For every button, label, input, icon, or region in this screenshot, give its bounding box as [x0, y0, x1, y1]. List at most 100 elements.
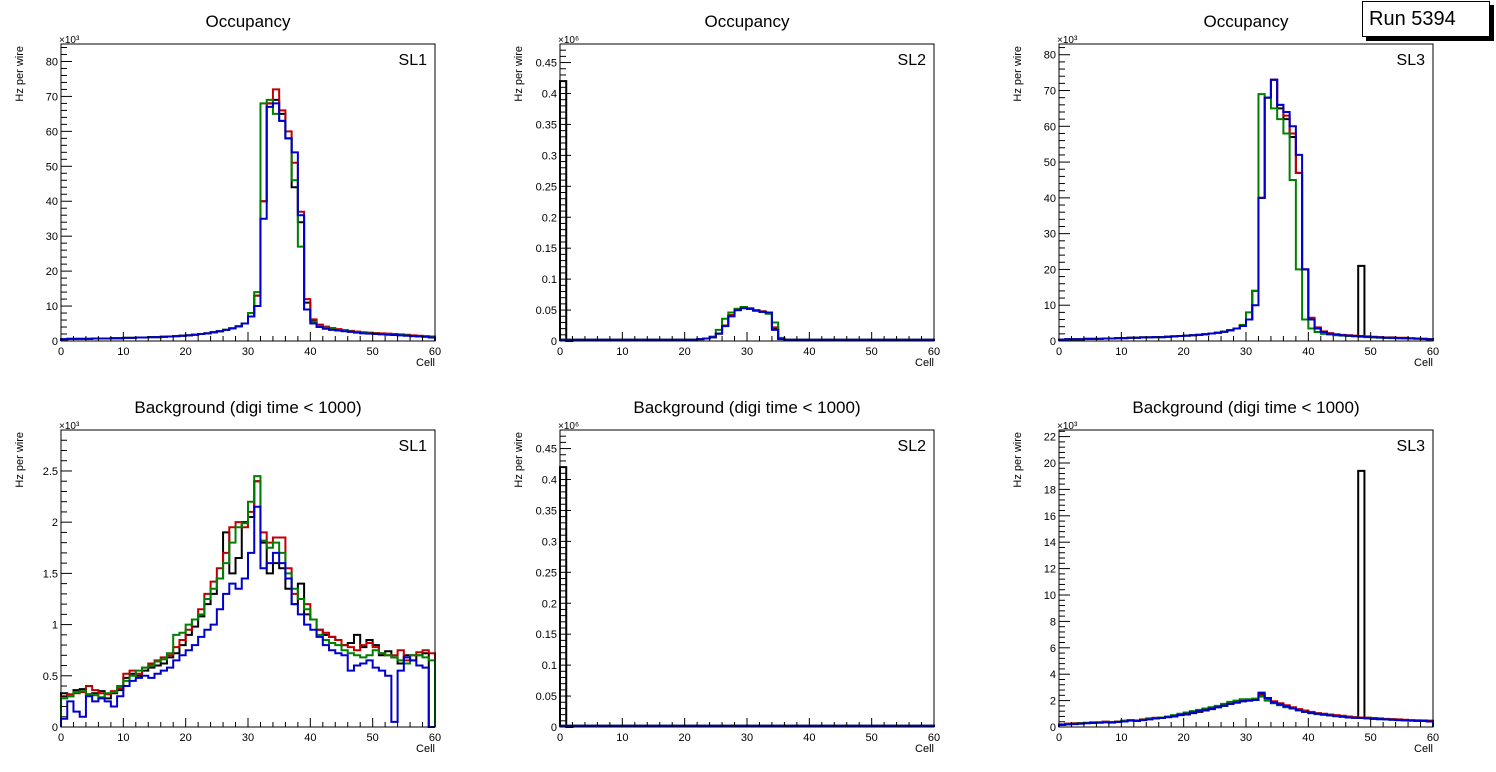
y-tick-label: 20 [46, 266, 58, 278]
y-tick-label: 22 [1044, 432, 1056, 444]
histogram-panel-5: Background (digi time < 1000) 0 10 20 30 40 50… [513, 398, 940, 755]
axis-exponent: ×10⁶ [558, 35, 579, 46]
y-tick-label: 0.45 [536, 444, 557, 456]
x-tick-label: 20 [180, 732, 192, 744]
y-axis-label: Hz per wire [1012, 46, 1024, 102]
series-layer3 [60, 98, 436, 341]
axis-exponent: ×10³ [1057, 421, 1078, 432]
y-tick-label: 0.45 [536, 58, 557, 70]
histogram-panel-4: Background (digi time < 1000)0 10 20 30 40 50… [14, 398, 441, 755]
y-tick-label: 0.15 [536, 243, 557, 255]
axis-exponent: ×10³ [59, 421, 80, 432]
x-tick-label: 60 [928, 346, 940, 358]
x-tick-label: 50 [367, 732, 379, 744]
y-tick-label: 0.2 [542, 598, 557, 610]
panel-title: Occupancy [1203, 12, 1289, 31]
x-tick-label: 0 [557, 732, 563, 744]
x-axis-label: Cell [1414, 357, 1433, 369]
y-tick-label: 80 [46, 56, 58, 68]
x-tick-label: 0 [557, 346, 563, 358]
y-tick-label: 0.5 [43, 671, 58, 683]
y-tick-label: 0.05 [536, 305, 557, 317]
y-tick-label: 0.35 [536, 119, 557, 131]
x-tick-label: 40 [1302, 346, 1314, 358]
y-tick-label: 60 [46, 126, 58, 138]
panel-title: Background (digi time < 1000) [633, 398, 860, 417]
series-layer4 [60, 505, 435, 728]
x-axis-label: Cell [915, 357, 934, 369]
y-axis-label: Hz per wire [513, 432, 525, 488]
x-tick-label: 10 [1115, 732, 1127, 744]
y-tick-label: 0 [52, 336, 58, 348]
y-tick-label: 0.2 [542, 212, 557, 224]
y-axis-label: Hz per wire [513, 46, 525, 102]
x-tick-label: 20 [1178, 732, 1190, 744]
y-tick-label: 6 [1050, 643, 1056, 655]
y-tick-label: 30 [46, 231, 58, 243]
superlayer-label: SL2 [898, 52, 927, 69]
series-layer1 [60, 98, 436, 341]
x-tick-label: 40 [304, 732, 316, 744]
panel-title: Occupancy [205, 12, 291, 31]
x-tick-label: 50 [866, 346, 878, 358]
x-tick-label: 40 [304, 346, 316, 358]
y-tick-label: 0.1 [542, 274, 557, 286]
y-tick-label: 0.25 [536, 567, 557, 579]
plot-frame [1058, 43, 1434, 342]
y-tick-label: 50 [46, 161, 58, 173]
superlayer-label: SL3 [1397, 438, 1426, 455]
y-tick-label: 30 [1044, 229, 1056, 241]
y-tick-label: 0.35 [536, 505, 557, 517]
x-axis-label: Cell [416, 743, 435, 755]
x-tick-label: 40 [803, 732, 815, 744]
series-layer2 [60, 88, 436, 341]
x-tick-label: 30 [242, 346, 254, 358]
run-label-box: Run 5394 [1362, 1, 1490, 37]
y-tick-label: 10 [1044, 300, 1056, 312]
y-tick-label: 0.1 [542, 660, 557, 672]
x-tick-label: 0 [58, 346, 64, 358]
y-tick-label: 14 [1044, 537, 1056, 549]
series-layer2 [1058, 78, 1434, 341]
x-axis-label: Cell [915, 743, 934, 755]
x-tick-label: 60 [429, 346, 441, 358]
x-tick-label: 0 [58, 732, 64, 744]
x-tick-label: 60 [1427, 346, 1439, 358]
histogram-panel-3: Occupancy 0 10 20 30 40 50 60 0 10 20 30 40 50 60 70 80×… [1012, 12, 1439, 369]
superlayer-label: SL1 [399, 438, 428, 455]
x-tick-label: 40 [1302, 732, 1314, 744]
superlayer-label: SL2 [898, 438, 927, 455]
series-layer1 [1058, 469, 1434, 727]
y-axis-label: Hz per wire [14, 46, 26, 102]
y-tick-label: 0.4 [542, 475, 557, 487]
y-tick-label: 18 [1044, 484, 1056, 496]
series-layer3 [60, 475, 436, 727]
axis-exponent: ×10³ [1057, 35, 1078, 46]
x-tick-label: 10 [117, 732, 129, 744]
series-layer4 [60, 102, 436, 341]
panel-title: Background (digi time < 1000) [134, 398, 361, 417]
y-tick-label: 1.5 [43, 568, 58, 580]
x-tick-label: 20 [1178, 346, 1190, 358]
x-tick-label: 30 [1240, 732, 1252, 744]
y-tick-label: 50 [1044, 157, 1056, 169]
y-tick-label: 0 [551, 336, 557, 348]
x-tick-label: 20 [679, 346, 691, 358]
x-tick-label: 50 [1365, 346, 1377, 358]
x-tick-label: 50 [1365, 732, 1377, 744]
y-axis-label: Hz per wire [14, 432, 26, 488]
x-tick-label: 10 [1115, 346, 1127, 358]
y-tick-label: 20 [1044, 264, 1056, 276]
x-tick-label: 60 [928, 732, 940, 744]
y-tick-label: 0 [551, 722, 557, 734]
x-tick-label: 50 [367, 346, 379, 358]
y-tick-label: 0.25 [536, 181, 557, 193]
run-label: Run 5394 [1369, 8, 1456, 30]
x-tick-label: 30 [741, 732, 753, 744]
x-axis-label: Cell [1414, 743, 1433, 755]
y-axis-label: Hz per wire [1012, 432, 1024, 488]
y-tick-label: 20 [1044, 458, 1056, 470]
series-layer4 [559, 307, 935, 341]
x-tick-label: 10 [616, 732, 628, 744]
